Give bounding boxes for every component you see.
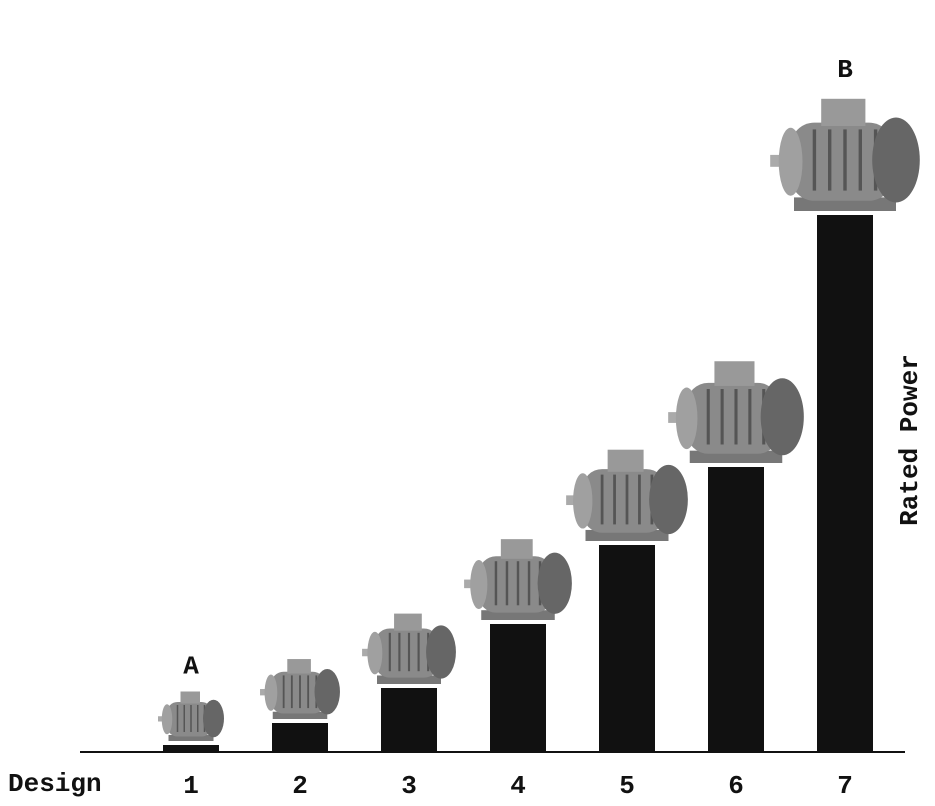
motor-fan [872, 118, 920, 203]
motor-icon [566, 450, 688, 541]
motor-face [470, 560, 487, 609]
annotation: A [183, 651, 199, 681]
motor-fan [538, 553, 572, 614]
motor-fan [203, 700, 224, 738]
motor-face [367, 632, 382, 675]
bar [490, 624, 546, 752]
bar [272, 723, 328, 752]
motor-box [608, 450, 644, 472]
x-tick-label: 1 [183, 771, 199, 801]
motor-face [162, 704, 173, 734]
bar [163, 745, 219, 752]
motor-box [714, 361, 754, 386]
motor-icon [362, 614, 456, 684]
motor-face [676, 387, 698, 449]
motor-face [265, 674, 278, 710]
x-tick-label: 4 [510, 771, 526, 801]
motor-box [501, 539, 533, 559]
motor-icon [464, 539, 572, 620]
annotation: B [837, 55, 853, 85]
x-tick-label: 6 [728, 771, 744, 801]
motor-icon [260, 659, 340, 719]
x-axis-label: Design [8, 769, 102, 799]
motor-fan [649, 465, 688, 534]
bar [708, 467, 764, 752]
motor-box [821, 99, 865, 126]
motor-box [287, 659, 311, 674]
motor-fan [761, 378, 804, 455]
x-tick-label: 2 [292, 771, 308, 801]
bar [381, 688, 437, 752]
y-axis-label: Rated Power [895, 354, 925, 526]
bar [817, 215, 873, 752]
motor-icon [158, 692, 224, 742]
motor-box [394, 614, 422, 631]
motor-icon [668, 361, 804, 463]
motor-face [779, 128, 803, 196]
bar [599, 545, 655, 752]
x-tick-label: 3 [401, 771, 417, 801]
chart: Design Rated Power 1 2 3 4 5 6 7 A B [0, 0, 935, 806]
x-tick-label: 5 [619, 771, 635, 801]
x-tick-label: 7 [837, 771, 853, 801]
motor-box [181, 692, 201, 704]
motor-face [573, 473, 592, 528]
motor-fan [315, 669, 340, 714]
motor-icon [770, 99, 920, 211]
motor-fan [426, 625, 456, 678]
